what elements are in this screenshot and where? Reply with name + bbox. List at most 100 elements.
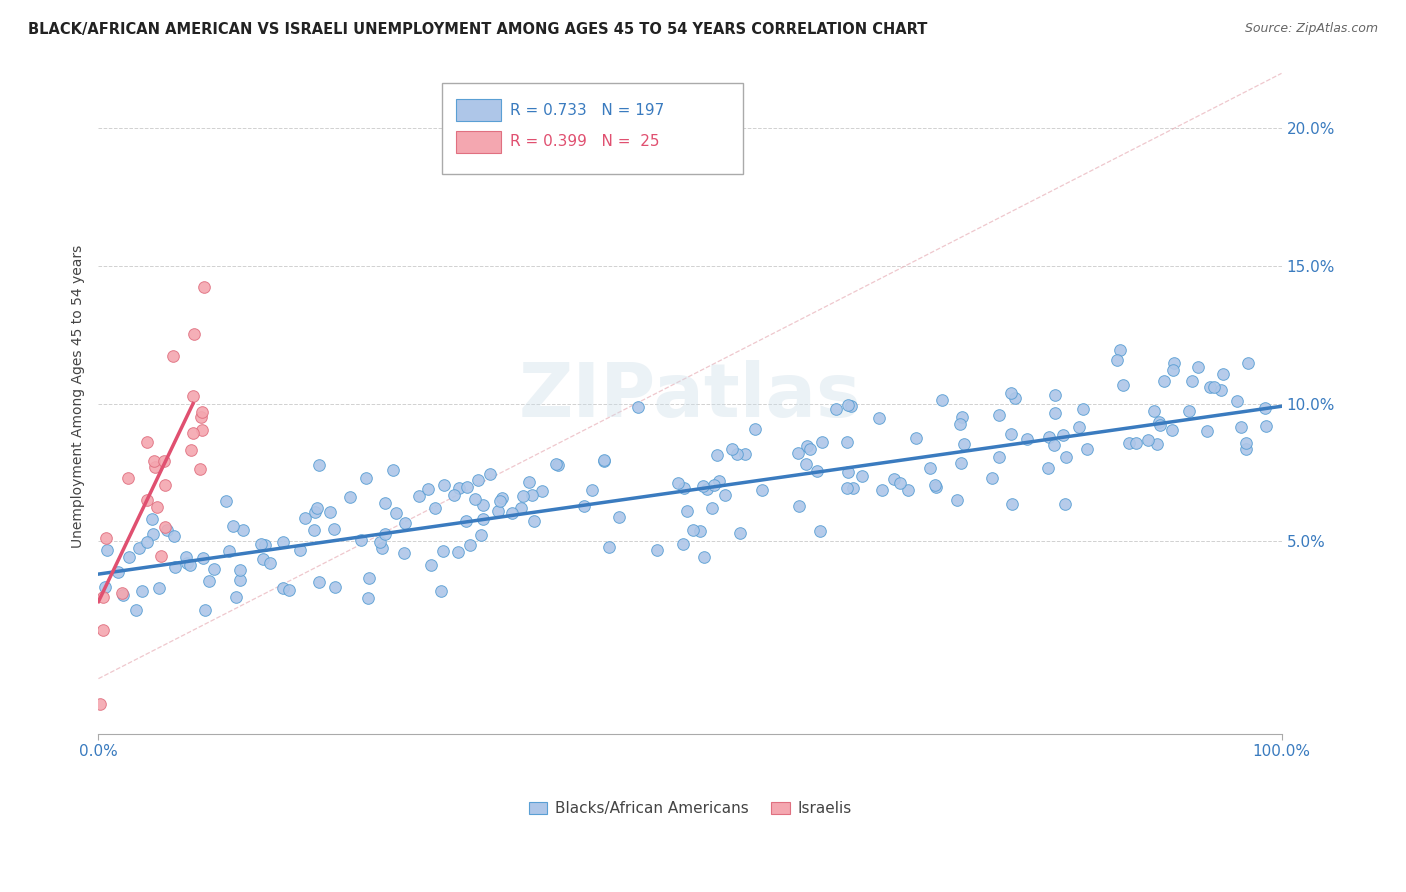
Point (323, 580, 346, 594)
Point (693, 550, 716, 565)
Point (751, 483, 773, 498)
Point (252, 551, 274, 566)
Point (925, 480, 948, 494)
Point (721, 442, 744, 456)
Point (1000, 427, 1022, 442)
Point (682, 523, 704, 537)
Point (1036, 460, 1059, 475)
Point (111, 589, 134, 603)
Point (374, 526, 396, 541)
Point (488, 494, 510, 508)
Point (304, 505, 326, 519)
Point (949, 417, 972, 431)
Point (117, 471, 139, 485)
Point (1038, 430, 1060, 444)
Point (794, 457, 817, 471)
Point (460, 539, 482, 553)
Legend: Blacks/African Americans, Israelis: Blacks/African Americans, Israelis (523, 796, 858, 822)
Point (520, 488, 543, 502)
Point (357, 591, 380, 606)
Point (607, 510, 630, 524)
Point (789, 500, 811, 514)
Point (221, 519, 243, 533)
Point (456, 480, 478, 494)
Point (987, 450, 1010, 465)
Point (517, 475, 540, 489)
Point (714, 488, 737, 502)
Point (356, 470, 378, 484)
Point (1199, 379, 1222, 393)
Point (174, 550, 197, 565)
Point (111, 586, 134, 600)
Point (1230, 420, 1253, 434)
Text: BLACK/AFRICAN AMERICAN VS ISRAELI UNEMPLOYMENT AMONG AGES 45 TO 54 YEARS CORRELA: BLACK/AFRICAN AMERICAN VS ISRAELI UNEMPL… (28, 22, 928, 37)
Point (870, 483, 893, 497)
Point (796, 439, 818, 453)
Point (394, 516, 416, 530)
Point (981, 471, 1004, 485)
Point (1137, 433, 1160, 447)
Point (1178, 404, 1201, 418)
Point (675, 504, 697, 518)
Point (392, 546, 415, 560)
Point (1043, 388, 1066, 402)
Point (371, 541, 394, 556)
Text: R = 0.733   N = 197: R = 0.733 N = 197 (510, 103, 665, 118)
Point (1234, 442, 1257, 456)
Point (232, 523, 254, 537)
Point (1143, 404, 1166, 418)
Point (1161, 363, 1184, 377)
Point (202, 562, 225, 576)
Point (447, 482, 470, 496)
Point (837, 465, 859, 479)
Point (433, 478, 456, 492)
Point (146, 500, 169, 514)
Point (430, 584, 453, 599)
Point (190, 404, 212, 418)
Point (666, 476, 689, 491)
Text: ZIPatlas: ZIPatlas (519, 360, 862, 434)
Point (271, 581, 294, 595)
Point (135, 534, 157, 549)
Point (696, 482, 718, 496)
Point (1118, 436, 1140, 450)
Point (1125, 435, 1147, 450)
Point (339, 490, 361, 504)
Point (447, 544, 470, 558)
Point (581, 483, 603, 497)
Point (308, 458, 330, 473)
Point (374, 496, 396, 510)
Point (672, 537, 695, 551)
Point (808, 524, 831, 538)
Y-axis label: Unemployment Among Ages 45 to 54 years: Unemployment Among Ages 45 to 54 years (72, 245, 86, 549)
Point (179, 558, 201, 572)
Point (478, 467, 501, 481)
Point (302, 523, 325, 537)
Point (194, 603, 217, 617)
Point (522, 514, 544, 528)
Text: Source: ZipAtlas.com: Source: ZipAtlas.com (1244, 22, 1378, 36)
Point (229, 573, 252, 587)
Point (501, 506, 523, 520)
Point (920, 460, 942, 475)
Point (181, 425, 204, 440)
Point (1212, 368, 1234, 382)
Point (486, 503, 509, 517)
Point (799, 442, 821, 456)
Point (1226, 393, 1249, 408)
Point (131, 584, 153, 599)
Point (408, 489, 430, 503)
Point (1001, 497, 1024, 511)
Point (931, 392, 953, 407)
Point (509, 501, 531, 516)
Point (135, 434, 157, 449)
Point (467, 474, 489, 488)
Point (176, 556, 198, 570)
Point (91, 590, 114, 604)
FancyBboxPatch shape (456, 99, 501, 121)
Point (889, 476, 911, 491)
Point (1054, 497, 1077, 511)
Point (1112, 378, 1135, 392)
Point (786, 446, 808, 460)
Point (218, 544, 240, 558)
